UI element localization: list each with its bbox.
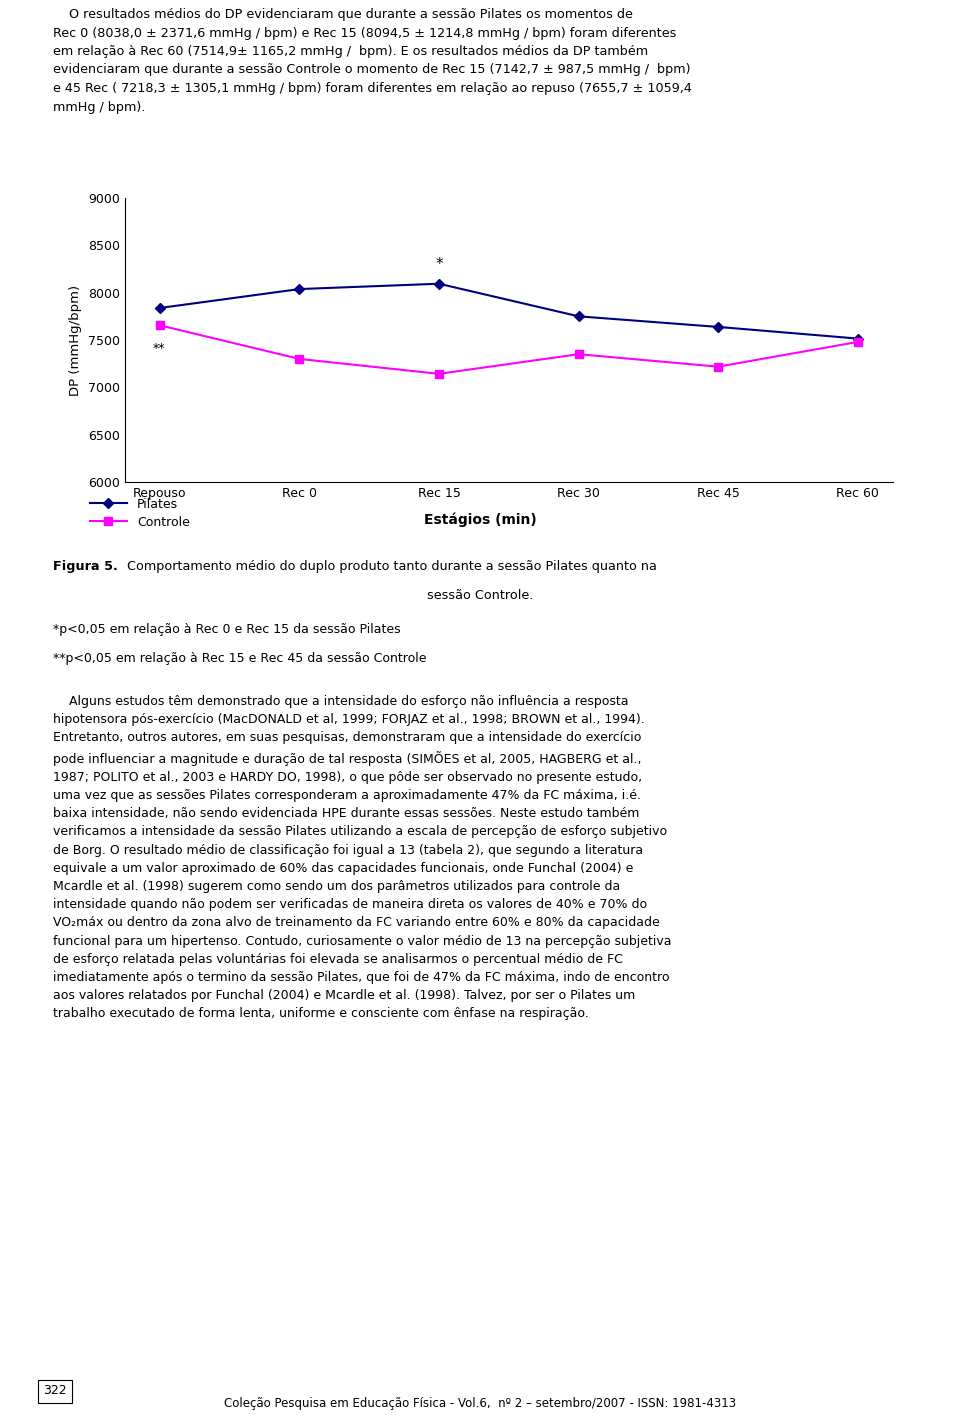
Legend: Pilates, Controle: Pilates, Controle [84,492,195,533]
Text: 322: 322 [43,1384,67,1398]
Text: Comportamento médio do duplo produto tanto durante a sessão Pilates quanto na: Comportamento médio do duplo produto tan… [123,560,657,573]
Text: O resultados médios do DP evidenciaram que durante a sessão Pilates os momentos : O resultados médios do DP evidenciaram q… [53,8,691,113]
Text: Figura 5.: Figura 5. [53,560,117,573]
Text: sessão Controle.: sessão Controle. [427,589,533,603]
Text: Coleção Pesquisa em Educação Física - Vol.6,  nº 2 – setembro/2007 - ISSN: 1981-: Coleção Pesquisa em Educação Física - Vo… [224,1397,736,1409]
Text: *: * [435,258,443,272]
Text: *p<0,05 em relação à Rec 0 e Rec 15 da sessão Pilates: *p<0,05 em relação à Rec 0 e Rec 15 da s… [53,623,400,635]
Text: Alguns estudos têm demonstrado que a intensidade do esforço não influência a res: Alguns estudos têm demonstrado que a int… [53,695,671,1020]
Text: Estágios (min): Estágios (min) [423,512,537,526]
Y-axis label: DP (mmHg/bpm): DP (mmHg/bpm) [69,284,83,396]
Text: **p<0,05 em relação à Rec 15 e Rec 45 da sessão Controle: **p<0,05 em relação à Rec 15 e Rec 45 da… [53,652,426,665]
Text: **: ** [153,342,165,355]
